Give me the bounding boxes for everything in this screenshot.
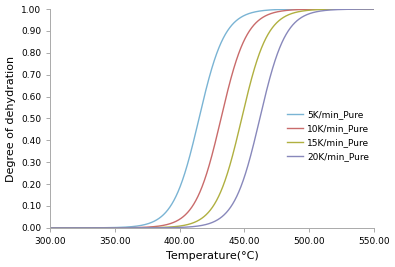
10K/min_Pure (330, 7, 335, 11)
15K/min_Pure (371, 7, 376, 11)
20K/min_Pure (186, 225, 191, 229)
10K/min_Pure (85, 226, 90, 229)
15K/min_Pure (330, 8, 335, 11)
5K/min_Pure (104, 226, 109, 229)
15K/min_Pure (48, 226, 53, 229)
10K/min_Pure (172, 221, 177, 224)
5K/min_Pure (371, 7, 376, 11)
10K/min_Pure (371, 7, 376, 11)
20K/min_Pure (365, 7, 370, 11)
20K/min_Pure (85, 226, 90, 229)
15K/min_Pure (104, 226, 109, 229)
5K/min_Pure (85, 226, 90, 229)
10K/min_Pure (48, 226, 53, 229)
15K/min_Pure (365, 7, 370, 11)
10K/min_Pure (186, 210, 191, 213)
5K/min_Pure (48, 226, 53, 229)
Y-axis label: Degree of dehydration: Degree of dehydration (6, 55, 15, 182)
5K/min_Pure (172, 198, 177, 201)
X-axis label: Temperature(°C): Temperature(°C) (166, 252, 258, 261)
10K/min_Pure (365, 7, 370, 11)
20K/min_Pure (330, 8, 335, 11)
20K/min_Pure (172, 226, 177, 229)
10K/min_Pure (104, 226, 109, 229)
15K/min_Pure (172, 225, 177, 228)
5K/min_Pure (365, 7, 370, 11)
Line: 10K/min_Pure: 10K/min_Pure (50, 9, 374, 228)
Legend: 5K/min_Pure, 10K/min_Pure, 15K/min_Pure, 20K/min_Pure: 5K/min_Pure, 10K/min_Pure, 15K/min_Pure,… (287, 111, 369, 162)
Line: 20K/min_Pure: 20K/min_Pure (50, 9, 374, 228)
5K/min_Pure (186, 160, 191, 163)
Line: 15K/min_Pure: 15K/min_Pure (50, 9, 374, 228)
15K/min_Pure (186, 223, 191, 226)
20K/min_Pure (371, 7, 376, 11)
20K/min_Pure (104, 226, 109, 229)
15K/min_Pure (85, 226, 90, 229)
20K/min_Pure (48, 226, 53, 229)
Line: 5K/min_Pure: 5K/min_Pure (50, 9, 374, 228)
5K/min_Pure (330, 7, 335, 11)
